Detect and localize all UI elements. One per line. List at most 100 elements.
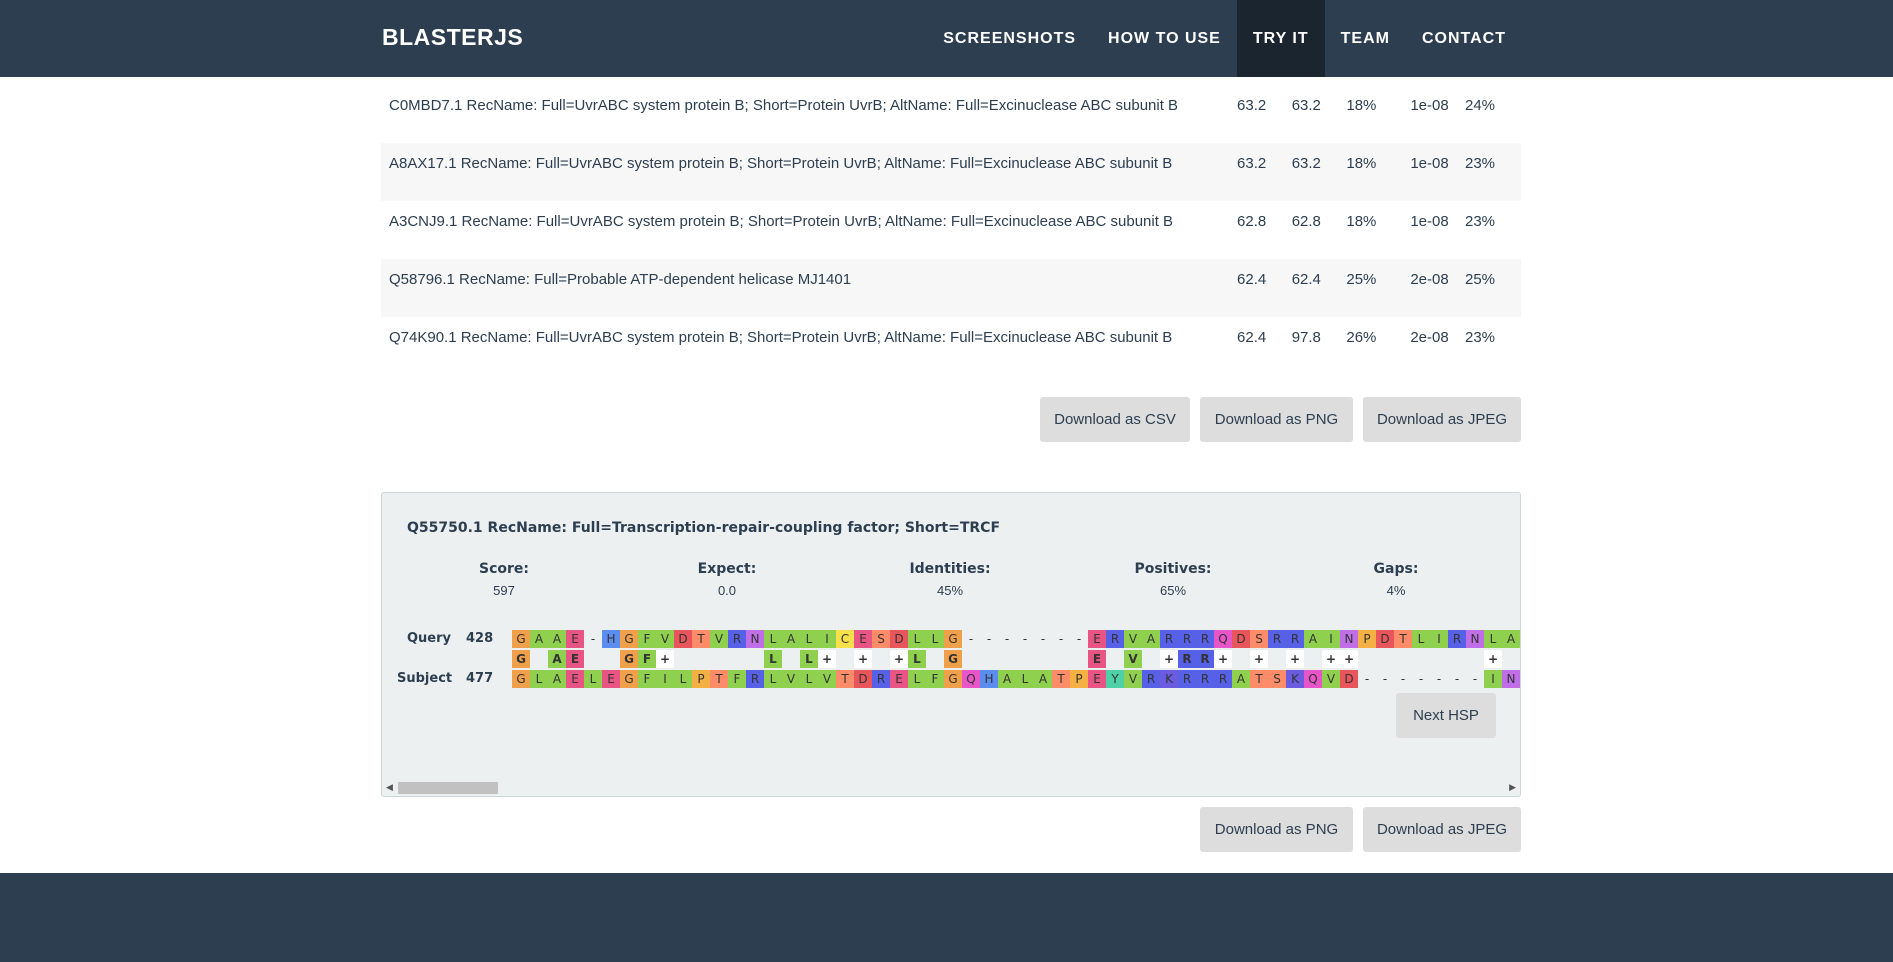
hit-description[interactable]: A8AX17.1 RecName: Full=UvrABC system pro… — [389, 155, 1173, 172]
residue: R — [872, 670, 890, 688]
hit-query-cover: 25% — [1346, 271, 1377, 288]
hit-total-score: 97.8 — [1291, 329, 1321, 346]
residue: G — [512, 670, 530, 688]
stat-value: 45% — [936, 583, 964, 598]
residue: - — [1472, 672, 1478, 686]
residue: R — [1268, 630, 1286, 648]
residue: A — [1142, 630, 1160, 648]
residue: A — [1232, 670, 1250, 688]
hit-evalue: 2e-08 — [1410, 271, 1449, 288]
scroll-left-icon[interactable]: ◀ — [386, 782, 393, 792]
hit-total-score: 62.4 — [1291, 271, 1321, 288]
hits-table: C0MBD7.1 RecName: Full=UvrABC system pro… — [381, 85, 1521, 375]
horizontal-scrollbar[interactable]: ◀ ▶ — [384, 780, 1518, 794]
download-csv-button[interactable]: Download as CSV — [1040, 397, 1190, 442]
residue: R — [728, 630, 746, 648]
residue: G — [620, 670, 638, 688]
residue — [1016, 650, 1034, 668]
hit-max-score: 62.4 — [1237, 271, 1267, 288]
scroll-thumb[interactable] — [398, 782, 498, 794]
residue: + — [656, 650, 674, 668]
residue: R — [1214, 670, 1232, 688]
nav-link-team[interactable]: TEAM — [1340, 30, 1390, 47]
hit-identities: 23% — [1465, 329, 1496, 346]
residue: L — [800, 670, 818, 688]
residue: N — [1340, 630, 1358, 648]
residue: C — [836, 630, 854, 648]
hit-description[interactable]: C0MBD7.1 RecName: Full=UvrABC system pro… — [389, 97, 1179, 114]
residue: L — [908, 630, 926, 648]
residue — [1394, 650, 1412, 668]
residue: F — [728, 670, 746, 688]
residue: L — [764, 650, 782, 668]
residue: R — [1286, 630, 1304, 648]
residue — [710, 650, 728, 668]
residue: A — [548, 670, 566, 688]
residue: D — [854, 670, 872, 688]
residue: Y — [1106, 670, 1124, 688]
hit-description[interactable]: Q58796.1 RecName: Full=Probable ATP-depe… — [389, 271, 852, 288]
alignment-download-png-button[interactable]: Download as PNG — [1200, 807, 1353, 852]
residue: - — [1454, 672, 1460, 686]
residue — [962, 650, 980, 668]
residue: L — [926, 630, 944, 648]
nav-link-how-to-use[interactable]: HOW TO USE — [1108, 30, 1221, 47]
residue — [836, 650, 854, 668]
stat-positives: Positives: 65% — [1113, 561, 1233, 598]
residue: - — [590, 632, 596, 646]
residue: P — [692, 670, 710, 688]
residue: + — [1214, 650, 1232, 668]
download-png-button[interactable]: Download as PNG — [1200, 397, 1353, 442]
nav-link-try-it[interactable]: TRY IT — [1236, 0, 1325, 77]
residue — [1106, 650, 1124, 668]
residue: D — [1340, 670, 1358, 688]
hit-max-score: 62.8 — [1237, 213, 1267, 230]
stat-identities: Identities: 45% — [890, 561, 1010, 598]
residue: S — [1268, 670, 1286, 688]
hit-max-score: 63.2 — [1237, 97, 1267, 114]
residue: - — [1436, 672, 1442, 686]
residue — [872, 650, 890, 668]
hit-description[interactable]: Q74K90.1 RecName: Full=UvrABC system pro… — [389, 329, 1173, 346]
residue: - — [1058, 632, 1064, 646]
residue: L — [530, 670, 548, 688]
residue: D — [890, 630, 908, 648]
residue: R — [1196, 630, 1214, 648]
residue — [674, 650, 692, 668]
residue: T — [1052, 670, 1070, 688]
nav-link-contact[interactable]: CONTACT — [1421, 30, 1506, 47]
residue: I — [656, 670, 674, 688]
hit-description[interactable]: A3CNJ9.1 RecName: Full=UvrABC system pro… — [389, 213, 1174, 230]
scroll-right-icon[interactable]: ▶ — [1509, 782, 1516, 792]
residue: V — [1124, 650, 1142, 668]
table-row: A3CNJ9.1 RecName: Full=UvrABC system pro… — [381, 201, 1521, 259]
stat-label: Identities: — [909, 561, 991, 577]
residue — [980, 650, 998, 668]
residue: R — [1448, 630, 1466, 648]
residue: A — [1034, 670, 1052, 688]
residue: G — [944, 630, 962, 648]
residue — [998, 650, 1016, 668]
hit-identities: 23% — [1465, 155, 1496, 172]
residue — [1034, 650, 1052, 668]
residue: Q — [962, 670, 980, 688]
stat-label: Score: — [479, 561, 529, 577]
stat-value: 597 — [493, 583, 515, 598]
residue — [1466, 650, 1484, 668]
stat-gaps: Gaps: 4% — [1336, 561, 1456, 598]
download-jpeg-button[interactable]: Download as JPEG — [1363, 397, 1521, 442]
residue: L — [674, 670, 692, 688]
residue: - — [1022, 632, 1028, 646]
stat-expect: Expect: 0.0 — [667, 561, 787, 598]
next-hsp-button[interactable]: Next HSP — [1396, 693, 1496, 738]
residue: Q — [1304, 670, 1322, 688]
residue: + — [854, 650, 872, 668]
residue: D — [1376, 630, 1394, 648]
nav-links: SCREENSHOTS HOW TO USE TRY IT TEAM CONTA… — [927, 0, 1522, 77]
alignment-download-jpeg-button[interactable]: Download as JPEG — [1363, 807, 1521, 852]
residue: R — [1106, 630, 1124, 648]
residue: A — [782, 630, 800, 648]
nav-link-screenshots[interactable]: SCREENSHOTS — [943, 30, 1077, 47]
residue: L — [908, 650, 926, 668]
brand-logo[interactable]: BLASTERJS — [382, 24, 524, 50]
